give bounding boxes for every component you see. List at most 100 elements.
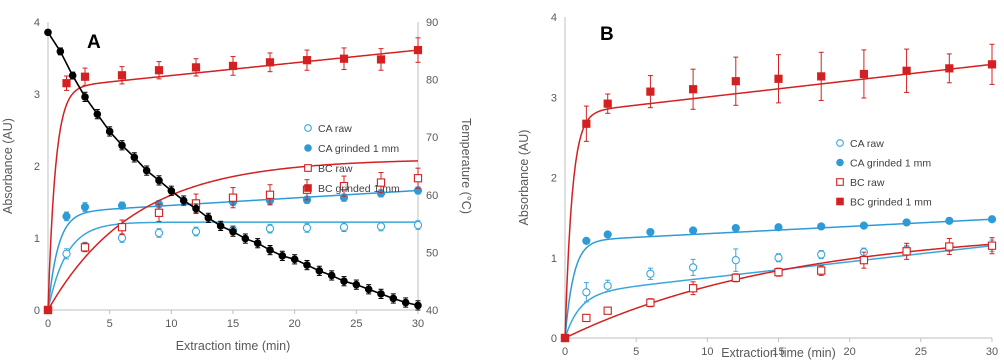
data-point xyxy=(302,223,312,233)
data-point xyxy=(731,77,740,86)
legend-marker xyxy=(304,144,312,152)
y2-tick-label: 90 xyxy=(426,17,438,29)
data-point xyxy=(117,71,127,80)
series-bc_grinded xyxy=(43,37,423,315)
data-point xyxy=(142,166,151,175)
data-point xyxy=(191,227,201,236)
fit-curve xyxy=(47,160,419,311)
x-tick-label: 15 xyxy=(772,346,784,358)
data-point xyxy=(155,176,163,185)
legend-marker xyxy=(304,124,312,132)
legend-label: CA raw xyxy=(318,123,352,135)
data-point xyxy=(817,250,826,259)
data-point xyxy=(191,63,201,72)
chart-panel-b: 0 5 10 15 20 25 30 0 1 2 3 4 Extraction time (min) Ab… xyxy=(517,12,998,360)
data-point xyxy=(154,208,164,217)
data-point xyxy=(93,110,102,118)
y2-axis-title: Temperature (°C) xyxy=(459,118,473,214)
data-point xyxy=(352,280,361,289)
y-tick-label: 0 xyxy=(551,333,557,345)
data-point xyxy=(389,294,398,303)
data-point xyxy=(414,301,422,310)
data-point xyxy=(56,47,65,56)
data-point xyxy=(117,223,127,232)
y2-tick-label: 70 xyxy=(426,132,438,144)
data-point xyxy=(902,218,911,227)
panel-label: A xyxy=(87,32,101,53)
data-point xyxy=(62,249,71,258)
data-point xyxy=(560,333,570,343)
data-point xyxy=(731,256,740,265)
legend-label: CA grinded 1 mm xyxy=(850,158,931,170)
data-point xyxy=(302,56,312,65)
y-tick-label: 1 xyxy=(551,253,557,265)
y2-tick-label: 60 xyxy=(426,190,438,202)
data-point xyxy=(603,230,612,239)
fit-curve xyxy=(47,189,419,311)
series-ca_raw xyxy=(560,239,997,343)
y-tick-label: 4 xyxy=(34,17,40,29)
data-point xyxy=(582,236,591,245)
data-point xyxy=(80,72,90,81)
data-point xyxy=(62,79,71,88)
legend: CA raw CA grinded 1 mm BC raw BC grinded 1 … xyxy=(836,138,932,209)
data-point xyxy=(179,196,188,205)
data-point xyxy=(376,178,386,187)
data-point xyxy=(105,127,114,136)
fit-curve xyxy=(47,221,418,311)
y-axis-title: Absorbance (AU) xyxy=(1,118,15,214)
y2-tick-label: 40 xyxy=(426,305,438,317)
data-point xyxy=(688,263,698,272)
data-point xyxy=(688,284,698,293)
data-point xyxy=(290,255,299,264)
legend-marker xyxy=(304,184,312,192)
legend-marker xyxy=(836,139,844,147)
data-point xyxy=(62,212,71,221)
data-point xyxy=(265,224,275,233)
y2-tick-label: 80 xyxy=(426,75,438,87)
x-axis-title: Extraction time (min) xyxy=(721,346,836,360)
data-point xyxy=(646,298,655,307)
data-point xyxy=(117,233,127,243)
data-point xyxy=(278,252,287,260)
data-point xyxy=(241,234,250,243)
data-point xyxy=(774,268,783,277)
data-point xyxy=(339,182,349,191)
legend-marker xyxy=(836,178,844,186)
data-point xyxy=(376,222,386,231)
data-point xyxy=(413,45,423,55)
data-point xyxy=(229,227,237,236)
data-point xyxy=(413,174,423,183)
data-point xyxy=(582,313,591,323)
data-point xyxy=(339,223,349,232)
data-point xyxy=(689,226,698,235)
legend-label: BC grinded 1 mm xyxy=(318,183,400,195)
y-tick-label: 3 xyxy=(551,92,557,104)
legend-item-bc_raw: BC raw xyxy=(836,177,885,189)
y2-tick-label: 50 xyxy=(426,247,438,259)
data-point xyxy=(204,214,213,222)
series-bc_raw xyxy=(560,237,997,343)
data-point xyxy=(265,58,275,67)
data-point xyxy=(817,222,826,231)
data-point xyxy=(339,54,349,63)
data-point xyxy=(731,273,740,282)
data-point xyxy=(228,61,238,71)
data-point xyxy=(68,71,77,80)
legend-label: BC raw xyxy=(850,177,885,189)
legend-label: CA grinded 1 mm xyxy=(318,143,399,155)
legend-item-bc_raw: BC raw xyxy=(304,163,353,175)
data-point xyxy=(859,221,869,230)
data-point xyxy=(401,298,410,307)
x-tick-label: 0 xyxy=(45,318,51,330)
legend-marker xyxy=(836,158,844,167)
series-temperature xyxy=(44,28,422,311)
data-point xyxy=(192,204,200,213)
legend-label: BC grinded 1 mm xyxy=(850,197,932,209)
data-point xyxy=(253,239,262,247)
y-tick-label: 1 xyxy=(34,233,40,245)
series-bc_raw xyxy=(43,160,423,315)
legend: CA raw CA grinded 1 mm BC raw BC grinded 1 … xyxy=(304,123,400,195)
